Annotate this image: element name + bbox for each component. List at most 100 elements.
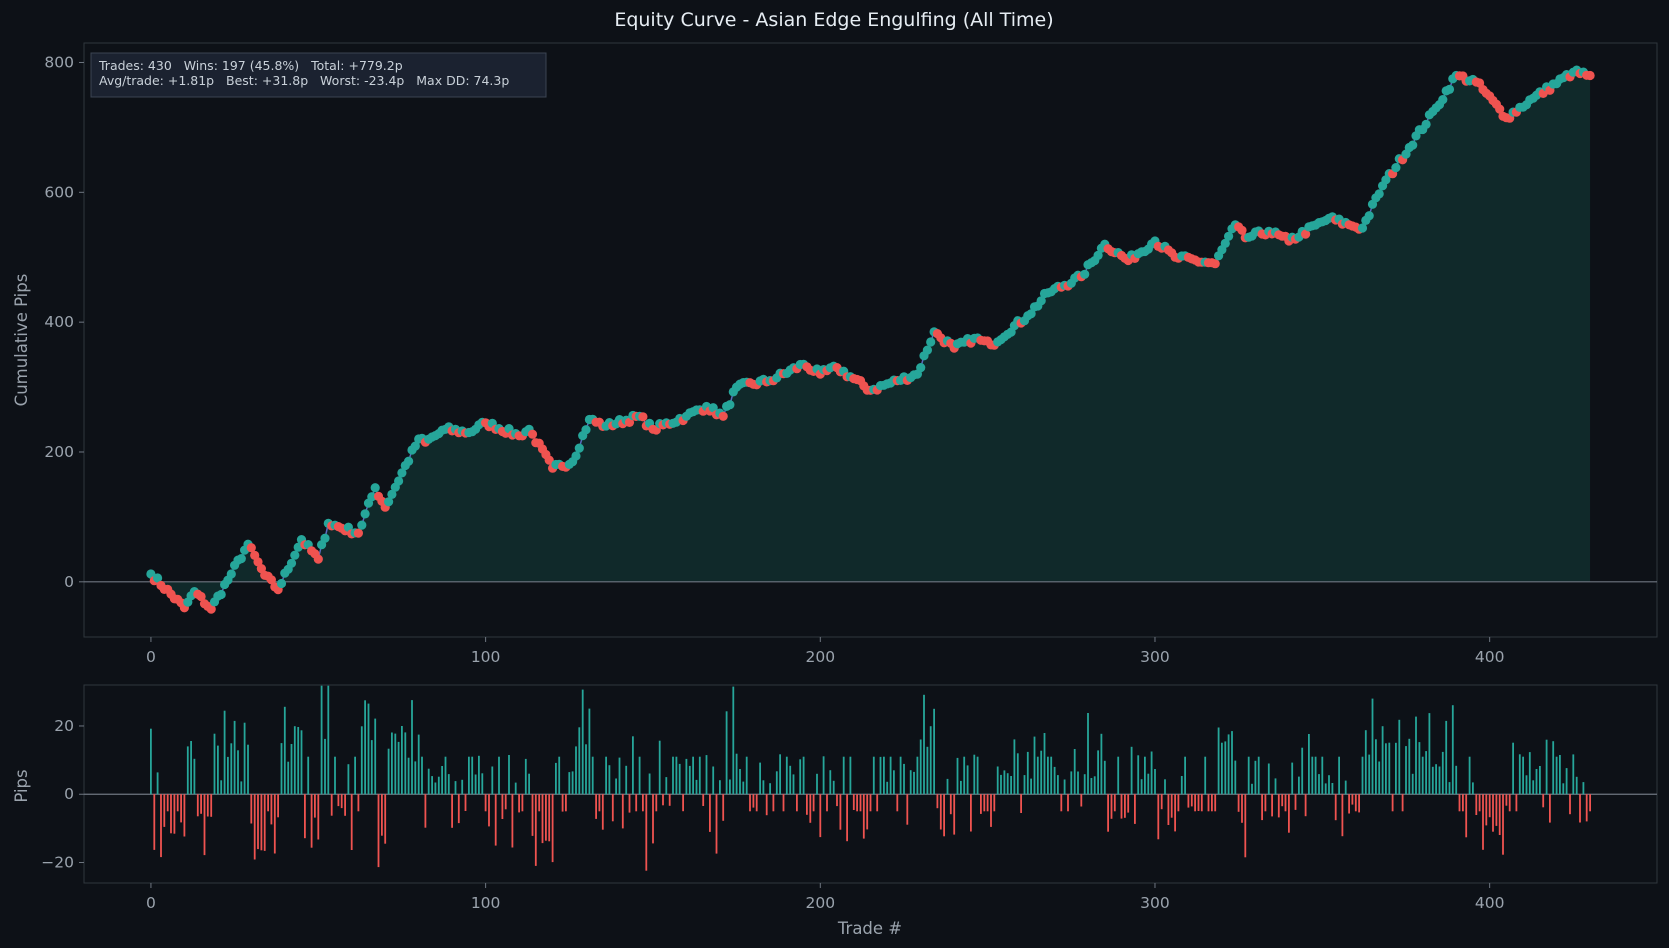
pips-bar	[1495, 794, 1498, 826]
pips-bar	[364, 700, 366, 795]
pips-bar	[1113, 794, 1116, 812]
pips-bar	[1468, 756, 1471, 795]
x-tick-label: 100	[471, 894, 501, 912]
equity-point	[1495, 104, 1505, 114]
pips-bar	[1170, 794, 1173, 818]
equity-point	[353, 528, 363, 538]
equity-point	[266, 575, 276, 585]
pips-bar	[1351, 794, 1354, 805]
pips-bar	[1321, 756, 1324, 795]
pips-bar	[919, 739, 922, 795]
pips-bar	[1528, 752, 1531, 795]
pips-bar	[762, 780, 765, 795]
pips-bar	[745, 756, 748, 795]
pips-bar	[1585, 794, 1588, 822]
pips-bar	[1308, 734, 1310, 795]
pips-bar	[1033, 736, 1036, 795]
pips-bar	[1338, 756, 1340, 795]
pips-bar	[180, 794, 182, 823]
x-tick-label: 100	[471, 648, 501, 666]
pips-bar	[1050, 756, 1053, 795]
pips-bar	[765, 794, 768, 816]
pips-bar	[665, 777, 668, 795]
pips-bar	[688, 765, 691, 795]
pips-bar	[1518, 754, 1521, 795]
pips-bar	[1555, 756, 1558, 795]
pips-bar	[605, 756, 607, 795]
pips-bar	[682, 794, 684, 812]
pips-bar	[1348, 794, 1350, 814]
pips-bar	[283, 706, 286, 795]
pips-bar	[611, 794, 614, 822]
pips-bar	[491, 766, 494, 795]
pips-bar	[1237, 794, 1240, 812]
chart-title: Equity Curve - Asian Edge Engulfing (All…	[614, 9, 1053, 31]
pips-bar	[1438, 766, 1441, 795]
pips-bar	[1167, 794, 1170, 825]
pips-bar	[719, 780, 721, 795]
y-tick-label: 600	[44, 183, 74, 201]
stats-box	[90, 52, 547, 98]
pips-bar	[1090, 778, 1093, 795]
equity-point	[527, 429, 538, 439]
pips-bar	[347, 764, 350, 795]
pips-bar	[595, 794, 597, 819]
pips-bar	[1492, 794, 1494, 832]
pips-bar	[1016, 753, 1019, 795]
pips-bar	[508, 755, 510, 795]
pips-bar	[869, 794, 872, 812]
pips-bar	[1415, 716, 1417, 795]
pips-bar	[1488, 794, 1491, 818]
equity-point	[581, 425, 591, 435]
pips-bar	[1281, 794, 1284, 807]
pips-bar	[1110, 794, 1113, 819]
pips-bar	[866, 794, 869, 830]
pips-bar	[350, 794, 353, 850]
pips-bar	[581, 689, 584, 795]
pips-bar	[675, 756, 678, 795]
pips-bar	[785, 756, 788, 795]
pips-bar	[1180, 776, 1183, 795]
pips-bar	[826, 794, 828, 812]
pips-bar	[233, 720, 236, 795]
pips-bar	[849, 756, 852, 795]
pips-bar	[320, 685, 323, 795]
pips-bar	[1428, 713, 1431, 795]
equity-point	[410, 441, 420, 451]
pips-bar	[220, 780, 223, 795]
pips-bar	[464, 794, 467, 811]
pips-bar	[749, 794, 751, 812]
pips-bar	[481, 773, 484, 795]
equity-point	[236, 554, 246, 564]
pips-bar	[280, 743, 283, 795]
pips-bar	[591, 756, 594, 795]
pips-bar	[156, 772, 159, 795]
pips-bar	[933, 708, 935, 795]
pips-bar	[170, 794, 172, 834]
pips-bar	[424, 794, 427, 828]
pips-bar	[896, 794, 899, 812]
pips-bar	[1120, 794, 1123, 819]
pips-bar	[1579, 794, 1581, 823]
pips-bar	[461, 779, 464, 795]
pips-bar	[1431, 766, 1434, 795]
pips-bar	[240, 781, 243, 795]
pips-bar	[759, 762, 761, 795]
pips-bar	[1572, 754, 1575, 795]
pips-bar	[1582, 782, 1585, 795]
pips-bar	[337, 794, 340, 807]
pips-bar	[899, 756, 902, 795]
pips-bar	[1087, 713, 1089, 795]
pips-bar	[1562, 783, 1565, 795]
pips-bar	[357, 794, 360, 812]
pips-bar	[521, 794, 524, 812]
pips-bar	[1221, 742, 1223, 795]
pips-bar	[1217, 727, 1220, 795]
pips-bar	[752, 794, 755, 808]
equity-point	[638, 412, 648, 422]
pips-bar	[1545, 739, 1548, 795]
equity-point	[1421, 119, 1431, 129]
x-tick-label: 400	[1475, 648, 1505, 666]
pips-bar	[401, 726, 403, 795]
pips-bar	[270, 794, 273, 825]
